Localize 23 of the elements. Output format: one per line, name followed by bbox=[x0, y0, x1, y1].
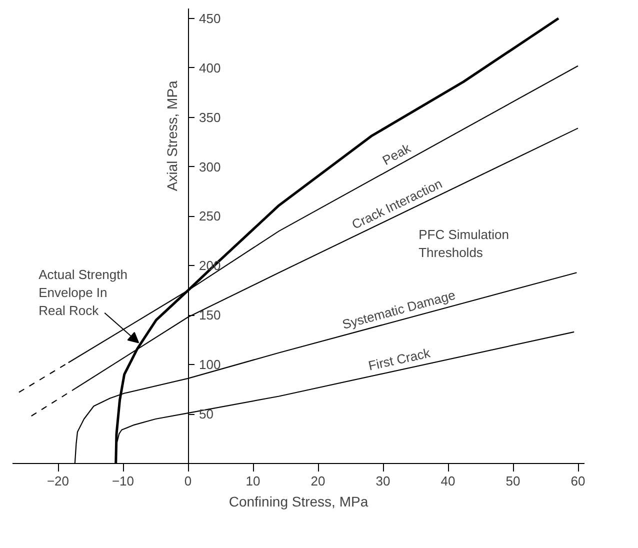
x-tick-label: 60 bbox=[570, 474, 586, 488]
y-tick-label: 400 bbox=[199, 60, 221, 76]
x-tick-label: −20 bbox=[46, 474, 70, 488]
x-tick-label: 10 bbox=[246, 474, 260, 488]
annotation: PFC Simulation Thresholds bbox=[418, 226, 509, 260]
text: First Crack bbox=[366, 345, 432, 374]
y-tick-label: 350 bbox=[199, 110, 221, 125]
annotation: Actual Strength Envelope In Real Rock bbox=[38, 266, 128, 318]
y-tick-label: 50 bbox=[199, 406, 214, 422]
x-tick-label: 40 bbox=[440, 474, 456, 488]
x-tick-label: 30 bbox=[376, 474, 390, 488]
y-tick-label: 100 bbox=[199, 357, 221, 372]
x-tick-label: 20 bbox=[310, 474, 326, 488]
y-tick-label: 150 bbox=[199, 308, 221, 323]
y-tick-label: 250 bbox=[199, 208, 221, 224]
y-axis-title: Axial Stress, MPa bbox=[164, 80, 180, 192]
y-tick-label: 300 bbox=[199, 159, 221, 174]
x-tick-label: 0 bbox=[184, 474, 192, 488]
x-axis-title: Confining Stress, MPa bbox=[228, 494, 368, 510]
text: Peak bbox=[380, 140, 414, 168]
y-tick-label: 450 bbox=[199, 10, 221, 26]
x-tick-label: 50 bbox=[506, 474, 520, 488]
x-tick-label: −10 bbox=[112, 474, 134, 488]
